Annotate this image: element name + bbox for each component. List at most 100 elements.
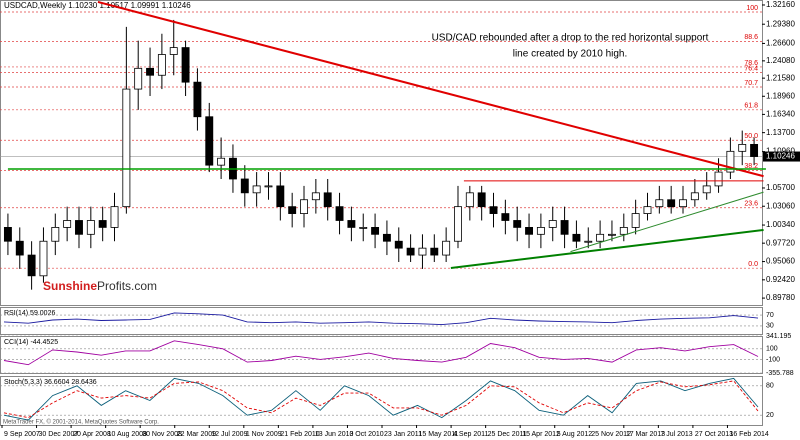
candle-body [465,192,474,208]
candle-body [619,227,628,235]
candle-body [382,233,391,242]
indicator-label: CCI(14) -44.4525 [4,339,58,346]
candle-body [655,199,664,208]
x-tick-label: 25 Nov 2012 [591,431,631,438]
y-tick-label: 1.13700 [766,128,795,137]
y-tick-label: 1.18960 [766,91,795,100]
trend-line [97,0,764,178]
candle-body [536,227,545,235]
candle-body [525,227,534,235]
candle-body [335,206,344,221]
x-tick-label: 15 May 2011 [419,431,459,438]
candle-body [643,206,652,214]
candle-body [288,206,297,214]
brand-part: Profits.com [97,279,157,293]
candle-body [489,206,498,214]
fib-label: 88.6 [744,34,758,41]
candle-body [572,233,581,242]
x-tick-label: 1 Nov 2009 [246,431,282,438]
y-tick-label: 341.195 [766,333,791,340]
fib-label: 76.4 [744,65,758,72]
fib-label: 100 [746,5,758,12]
candle-body [679,199,687,208]
y-tick-label: 1.26600 [766,39,795,48]
x-tick-label: 5 Aug 2012 [557,431,593,438]
y-tick-label: 1.24080 [766,56,795,65]
x-tick-label: 20 Apr 2008 [73,431,111,438]
y-tick-label: 1.16340 [766,110,795,119]
y-tick-label: 1.03060 [766,201,795,210]
candle-body [157,54,166,76]
candle-body [418,247,427,256]
candle-body [39,240,48,277]
candle-body [371,227,380,235]
y-tick-label: 0.95060 [766,257,795,266]
y-tick-label: 1.32160 [766,0,795,9]
y-tick-label: 30 [766,323,774,330]
candle-body [146,67,154,76]
y-tick-label: 1.21580 [766,73,795,82]
candle-body [110,206,119,228]
candle-body [430,247,439,256]
brand: SunshineProfits.com [43,279,157,293]
x-tick-label: 3 Oct 2010 [349,431,383,438]
y-tick-label: 1.10960 [766,147,795,156]
x-tick-label: 4 Sep 2011 [453,431,488,438]
candle-body [406,247,415,256]
candle-body [27,254,36,277]
candle-body [276,185,285,208]
x-tick-label: 15 Apr 2012 [522,431,560,438]
y-tick-label: 1.00340 [766,220,795,229]
candle-body [726,150,735,173]
candle-body [264,185,273,188]
indicator-frame [0,336,763,374]
candle-body [394,240,403,249]
candle-body [584,240,593,243]
candle-body [15,240,24,256]
candle-body [240,178,249,194]
y-tick-label: 0.97720 [766,238,795,247]
brand-part: Sunshine [43,279,97,293]
x-tick-label: 23 Jan 2011 [384,431,422,438]
candle-body [667,199,676,208]
x-tick-label: 30 Dec 2007 [39,431,79,438]
x-tick-label: 7 Jul 2013 [660,431,692,438]
candle-body [134,67,143,90]
x-tick-label: 21 Feb 2010 [280,431,319,438]
indicator-line [3,380,759,419]
candle-body [714,171,723,187]
annotation: USD/CAD rebounded after a drop to the re… [432,33,709,44]
candle-body [750,144,759,157]
candle-body [347,220,356,228]
trend-line [570,191,764,253]
fib-label: 50.0 [744,133,758,140]
x-tick-label: 30 Nov 2008 [142,431,182,438]
candle-body [501,213,510,221]
x-tick-label: 27 Oct 2013 [695,431,733,438]
chart-title: USDCAD,Weekly 1.10230 1.10517 1.09991 1.… [4,1,191,10]
y-tick-label: -355.788 [766,370,794,377]
indicator-line [3,340,759,366]
candle-body [690,192,699,201]
indicator-line [3,312,759,326]
candle-body [252,185,261,194]
fib-label: 70.7 [744,80,758,87]
candle-body [608,233,616,236]
candle-body [513,220,522,228]
candle-body [477,192,486,208]
fib-label: 38.2 [744,163,758,170]
y-tick-label: 1.05700 [766,183,795,192]
candle-body [122,88,131,208]
candle-body [3,227,12,242]
x-tick-label: 17 Mar 2013 [626,431,665,438]
plot-frame [0,0,763,306]
candle-body [596,233,605,242]
candle-body [323,192,332,208]
x-tick-label: 12 Jul 2009 [211,431,247,438]
candle-body [205,116,214,166]
candle-body [181,47,190,83]
candle-body [75,220,83,235]
current-price-label: 1.10246 [766,152,795,161]
